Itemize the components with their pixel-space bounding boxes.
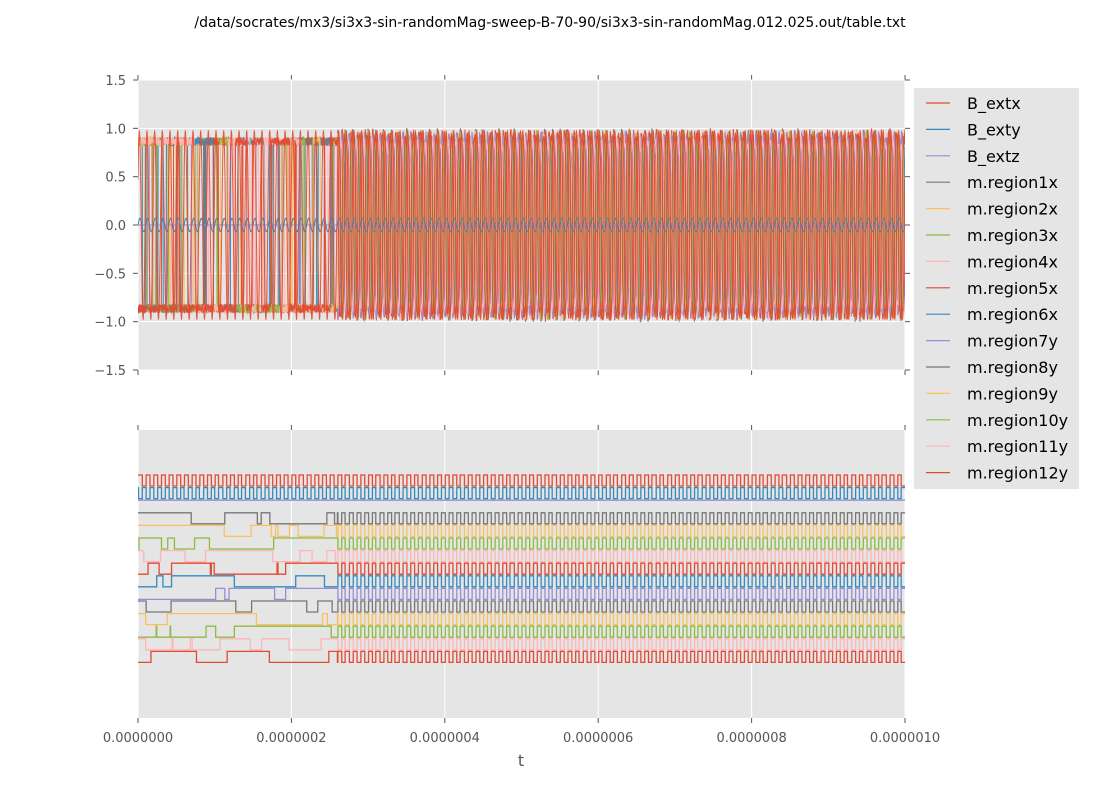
legend-label: m.region4x: [967, 252, 1058, 271]
series-line-B_extx: [138, 130, 905, 320]
top-y-tick-label: −1.5: [94, 364, 126, 379]
top-y-tick-label: 1.5: [105, 74, 126, 89]
top-series-group: [138, 127, 905, 323]
legend-label: m.region3x: [967, 226, 1058, 245]
digital-trace-m.region9y: [138, 612, 905, 626]
top-y-tick-label: 1.0: [105, 122, 126, 137]
legend-label: B_extz: [967, 147, 1020, 167]
digital-trace-m.region3x: [138, 537, 905, 550]
legend-label: m.region9y: [967, 384, 1058, 403]
legend: B_extx B_exty B_extz m.region1x m.region2x m.…: [914, 88, 1079, 489]
digital-trace-m.region11y: [138, 638, 905, 651]
x-tick-label: 0.0000010: [870, 731, 940, 746]
digital-trace-m.region8y: [138, 600, 905, 613]
legend-label: B_exty: [967, 120, 1021, 140]
legend-label: m.region7y: [967, 332, 1058, 351]
legend-label: m.region6x: [967, 305, 1058, 324]
digital-trace-m.region5x: [138, 562, 905, 575]
legend-label: m.region11y: [967, 437, 1068, 456]
digital-trace-B_extx: [138, 474, 905, 487]
figure-title: /data/socrates/mx3/si3x3-sin-randomMag-s…: [194, 15, 906, 31]
top-y-tick-label: 0.5: [105, 171, 126, 186]
digital-trace-m.region7y: [138, 587, 905, 601]
top-y-tick-label: −1.0: [94, 316, 126, 331]
x-tick-label: 0.0000006: [563, 731, 633, 746]
series-line-B_exty: [138, 217, 905, 233]
legend-box: [914, 88, 1079, 489]
legend-label: B_extx: [967, 94, 1021, 114]
bottom-panel: 0.0000000 0.0000002 0.0000004 0.0000006 0.00…: [103, 425, 940, 746]
digital-trace-m.region6x: [138, 575, 905, 588]
legend-label: m.region5x: [967, 279, 1058, 298]
digital-trace-m.region4x: [138, 549, 905, 563]
digital-trace-m.region12y: [138, 650, 905, 664]
x-axis-label: t: [518, 751, 524, 770]
x-tick-label: 0.0000008: [716, 731, 786, 746]
top-panel: 1.5 1.0 0.5 0.0 −0.5 −1.0 −1.5: [94, 74, 910, 379]
digital-trace-m.region2x: [138, 524, 905, 538]
series-line-m.region12y: [138, 128, 905, 321]
legend-label: m.region10y: [967, 411, 1068, 430]
top-y-tick-label: 0.0: [105, 219, 126, 234]
x-tick-label: 0.0000004: [410, 731, 480, 746]
legend-label: m.region1x: [967, 173, 1058, 192]
legend-label: m.region8y: [967, 358, 1058, 377]
legend-label: m.region2x: [967, 200, 1058, 219]
digital-trace-m.region10y: [138, 625, 905, 638]
top-y-tick-label: −0.5: [94, 267, 126, 282]
digital-trace-m.region1x: [138, 512, 905, 525]
digital-trace-B_exty: [138, 486, 905, 500]
x-tick-label: 0.0000002: [256, 731, 326, 746]
x-tick-label: 0.0000000: [103, 731, 173, 746]
bottom-series-group: [138, 474, 905, 664]
legend-label: m.region12y: [967, 464, 1068, 483]
